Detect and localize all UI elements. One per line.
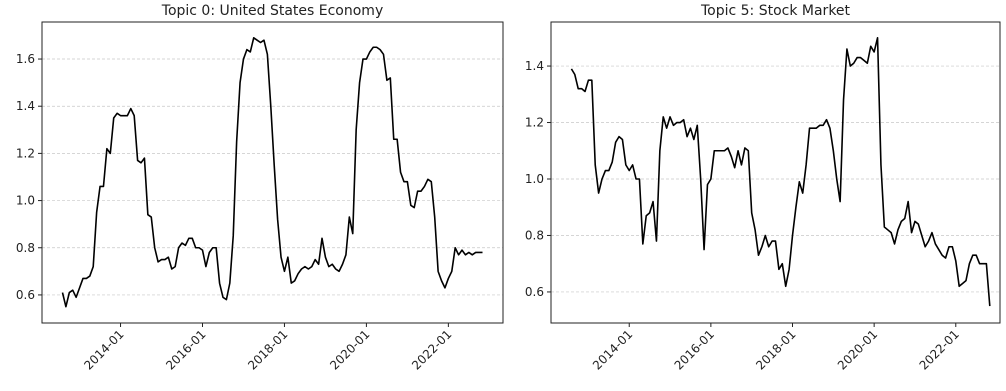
x-tick-label: 2014-01 <box>81 327 126 372</box>
line-series <box>570 37 991 307</box>
y-tick-label: 0.6 <box>16 288 35 302</box>
y-tick-label: 0.8 <box>16 241 35 255</box>
x-tick-label: 2022-01 <box>409 327 454 372</box>
x-tick-label: 2020-01 <box>327 327 372 372</box>
y-tick-label: 1.0 <box>16 194 35 208</box>
x-tick-label: 2020-01 <box>835 327 880 372</box>
chart-title: Topic 5: Stock Market <box>700 3 851 19</box>
y-tick-label: 1.2 <box>16 146 35 160</box>
y-tick-label: 1.0 <box>525 172 544 186</box>
x-tick-label: 2016-01 <box>163 327 208 372</box>
y-tick-label: 0.8 <box>525 228 544 242</box>
x-tick-label: 2018-01 <box>245 327 290 372</box>
chart-title: Topic 0: United States Economy <box>161 3 383 19</box>
x-tick-label: 2016-01 <box>672 327 717 372</box>
x-tick-label: 2022-01 <box>917 327 962 372</box>
y-tick-label: 0.6 <box>525 285 544 299</box>
y-tick-label: 1.2 <box>525 116 544 130</box>
plot-frame <box>41 21 504 324</box>
plot-frame <box>550 21 1001 324</box>
x-tick-label: 2014-01 <box>590 327 635 372</box>
y-tick-label: 1.4 <box>525 59 544 73</box>
y-tick-label: 1.6 <box>16 52 35 66</box>
y-tick-label: 1.4 <box>16 99 35 113</box>
x-tick-label: 2018-01 <box>753 327 798 372</box>
line-series <box>61 37 483 308</box>
